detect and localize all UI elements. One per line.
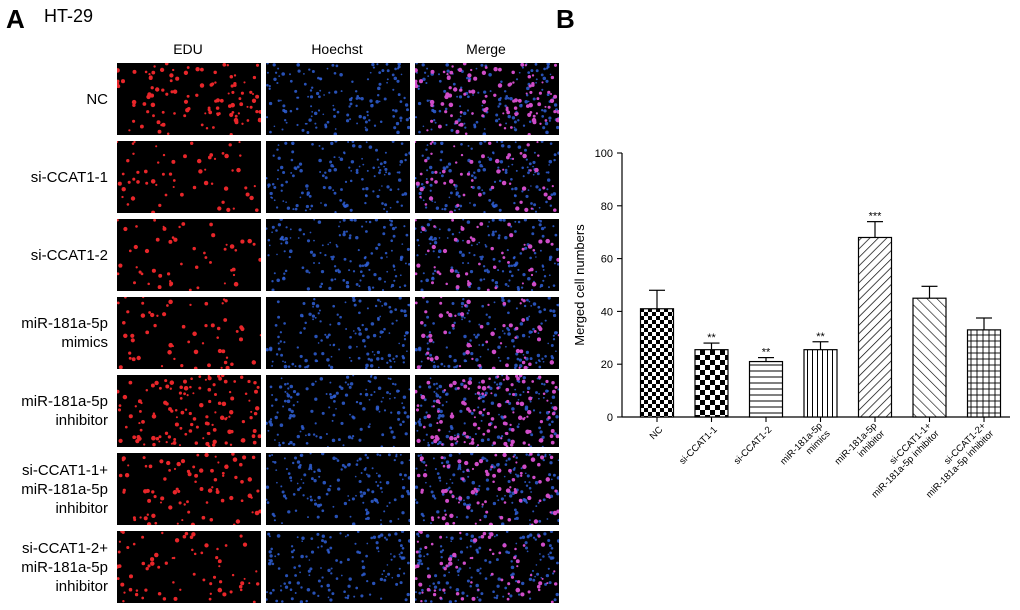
y-tick-label: 60	[601, 254, 613, 266]
bar	[857, 236, 893, 418]
micrograph-hoechst	[266, 297, 410, 369]
micrograph-merge	[415, 453, 559, 525]
bar	[639, 308, 675, 418]
micrograph-merge	[415, 219, 559, 291]
row-label-line: si-CCAT1-2	[30, 246, 108, 264]
y-axis-label: Merged cell numbers	[572, 224, 587, 346]
micrograph-merge	[415, 297, 559, 369]
row-label-line: si-CCAT1-1	[30, 168, 108, 186]
row-label-line: NC	[86, 90, 108, 108]
row-label-line: mimics	[61, 334, 108, 351]
row-label-line: miR-181a-5p	[21, 315, 108, 332]
x-tick-label: miR-181a-5pmimics	[778, 420, 833, 475]
micrograph-edu	[117, 375, 261, 447]
y-tick-label: 0	[607, 412, 613, 424]
significance-label: **	[762, 347, 771, 359]
row-label: miR-181a-5p mimics	[0, 297, 108, 369]
significance-label: **	[816, 331, 825, 343]
x-tick-label-line: si-CCAT1-1	[677, 424, 719, 466]
micrograph-hoechst	[266, 63, 410, 135]
bar	[803, 349, 838, 418]
column-header-hoechst: Hoechst	[311, 41, 363, 57]
micrograph-edu	[117, 219, 261, 291]
micrograph-merge	[415, 141, 559, 213]
x-tick-label: NC	[648, 424, 666, 442]
y-tick-label: 20	[601, 359, 613, 371]
bar	[694, 349, 729, 418]
row-label-line: miR-181a-5p	[21, 558, 108, 576]
significance-label: **	[707, 332, 716, 344]
x-tick-label: si-CCAT1-1	[677, 424, 719, 466]
x-tick-label-line: si-CCAT1-2	[732, 424, 774, 466]
micrograph-edu	[117, 531, 261, 603]
bar	[966, 329, 1002, 418]
row-label-line: si-CCAT1-1+	[22, 461, 108, 479]
micrograph-edu	[117, 63, 261, 135]
y-tick-label: 40	[601, 306, 613, 318]
micrograph-merge	[415, 63, 559, 135]
column-header-edu: EDU	[173, 41, 203, 57]
micrograph-hoechst	[266, 453, 410, 525]
micrograph-edu	[117, 141, 261, 213]
y-tick-label: 100	[595, 148, 613, 160]
row-label: miR-181a-5p inhibitor	[0, 375, 108, 447]
micrograph-hoechst	[266, 375, 410, 447]
significance-label: ***	[869, 211, 883, 223]
cell-line-title: HT-29	[44, 6, 94, 26]
micrograph-edu	[117, 297, 261, 369]
row-label-line: inhibitor	[55, 412, 108, 429]
row-label-line: inhibitor	[55, 499, 108, 517]
row-label: si-CCAT1-1+ miR-181a-5p inhibitor	[0, 453, 108, 525]
micrograph-hoechst	[266, 531, 410, 603]
bar	[748, 360, 784, 418]
row-label: NC	[0, 63, 108, 135]
x-tick-label: si-CCAT1-2	[732, 424, 774, 466]
merged-cell-bar-chart: 0 20 40 60 80 100 Merged cell numbers NC ** si-CC…	[572, 148, 1010, 500]
row-label-line: miR-181a-5p	[21, 480, 108, 498]
micrograph-merge	[415, 375, 559, 447]
micrograph-hoechst	[266, 219, 410, 291]
micrograph-merge	[415, 531, 559, 603]
row-label-line: inhibitor	[55, 577, 108, 595]
row-label: si-CCAT1-1	[0, 141, 108, 213]
x-tick-label: miR-181a-5pinhibitor	[833, 421, 887, 475]
micrograph-edu	[117, 453, 261, 525]
row-label: si-CCAT1-2	[0, 219, 108, 291]
row-label-line: si-CCAT1-2+	[22, 539, 108, 557]
panel-a-letter: A	[6, 4, 25, 34]
y-tick-label: 80	[601, 201, 613, 213]
micrograph-hoechst	[266, 141, 410, 213]
bar	[912, 297, 947, 418]
row-label-line: miR-181a-5p	[21, 393, 108, 410]
row-label: si-CCAT1-2+ miR-181a-5p inhibitor	[0, 531, 108, 603]
panel-b-letter: B	[556, 4, 575, 34]
x-tick-label-line: NC	[648, 424, 666, 442]
column-header-merge: Merge	[466, 41, 506, 57]
